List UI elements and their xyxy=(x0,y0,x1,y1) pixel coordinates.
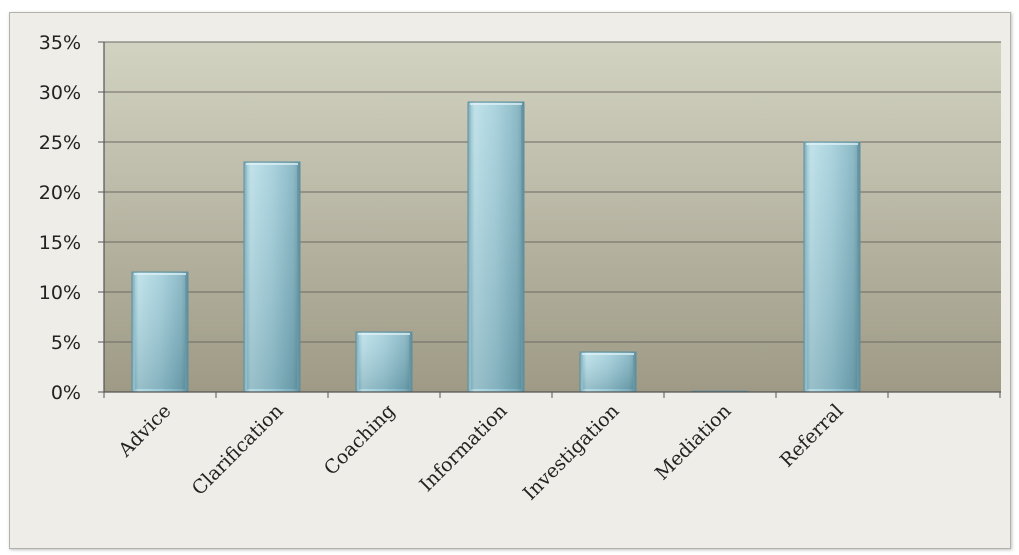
bar-bevel xyxy=(359,335,409,389)
plot-area xyxy=(104,42,1001,392)
axes xyxy=(98,41,1001,398)
x-tick-label: Referral xyxy=(776,400,848,472)
x-tick-label: Coaching xyxy=(320,400,400,480)
y-tick-label: 10% xyxy=(39,282,81,304)
y-tick-label: 25% xyxy=(39,132,81,154)
y-tick-label: 15% xyxy=(39,232,81,254)
x-tick-label: Advice xyxy=(114,400,176,462)
y-tick-labels: 0% 5% 10% 15% 20% 25% 30% 35% xyxy=(39,32,81,404)
y-tick-label: 20% xyxy=(39,182,81,204)
y-tick-label: 30% xyxy=(39,82,81,104)
bar-bevel xyxy=(247,165,297,389)
x-tick-labels: Advice Clarification Coaching Information In… xyxy=(114,400,848,505)
x-tick-label: Clarification xyxy=(188,400,288,500)
bar-bevel xyxy=(807,145,857,389)
bar-bevel xyxy=(135,275,185,389)
x-tick-label: Mediation xyxy=(651,400,736,485)
bar-bevel xyxy=(583,355,633,389)
bar-bevel xyxy=(471,105,521,389)
y-tick-label: 5% xyxy=(51,332,81,354)
x-tick-label: Information xyxy=(415,400,511,496)
y-tick-label: 35% xyxy=(39,32,81,54)
bars xyxy=(131,101,861,393)
y-tick-label: 0% xyxy=(51,382,81,404)
x-tick-label: Investigation xyxy=(519,400,624,505)
